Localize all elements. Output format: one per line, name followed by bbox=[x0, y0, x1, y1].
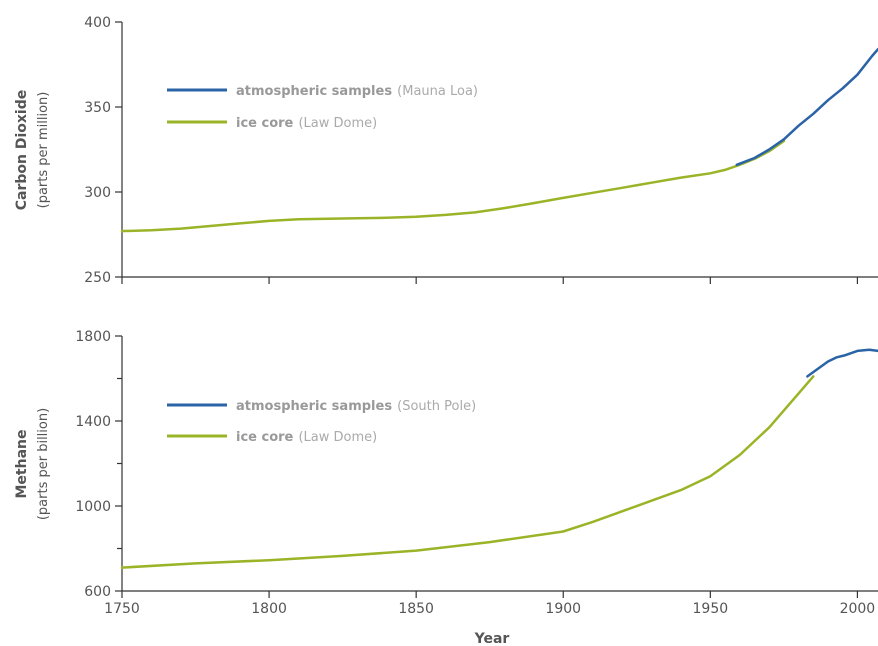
co2-y-tick-label: 350 bbox=[84, 100, 111, 116]
methane-legend-label-ice-core: ice core (Law Dome) bbox=[236, 426, 377, 445]
co2-legend: atmospheric samples (Mauna Loa) ice core… bbox=[167, 80, 478, 131]
co2-legend-label-ice-core: ice core (Law Dome) bbox=[236, 112, 377, 131]
methane-y-tick-label: 1400 bbox=[75, 414, 111, 430]
methane-y-tick-label: 600 bbox=[84, 584, 111, 600]
methane-series-ice-core-law-dome bbox=[120, 375, 815, 569]
methane-legend-label-atmospheric: atmospheric samples (South Pole) bbox=[236, 395, 476, 414]
co2-ylabel: Carbon Dioxide bbox=[14, 90, 30, 211]
co2-x-axis bbox=[121, 276, 878, 284]
x-tick-label: 1950 bbox=[693, 601, 729, 617]
methane-y-axis: 600 1000 1400 1800 bbox=[75, 329, 123, 600]
methane-legend: atmospheric samples (South Pole) ice cor… bbox=[167, 395, 476, 445]
methane-panel: Methane (parts per billion) 600 1000 1400 1… bbox=[14, 329, 878, 646]
co2-y-tick-label: 400 bbox=[84, 15, 111, 31]
methane-ylabel: Methane bbox=[14, 430, 30, 499]
co2-y-axis: 250 300 350 400 bbox=[84, 15, 123, 286]
methane-ylabel-unit: (parts per billion) bbox=[36, 408, 51, 520]
methane-series-atmospheric-samples-south-pole bbox=[806, 348, 878, 378]
co2-y-tick-label: 250 bbox=[84, 270, 111, 286]
methane-x-axis: 1750 1800 1850 1900 1950 2000 bbox=[104, 590, 878, 617]
x-tick-label: 1850 bbox=[398, 601, 434, 617]
x-axis-title: Year bbox=[474, 631, 510, 646]
co2-series-atmospheric-samples-mauna-loa bbox=[735, 47, 878, 167]
x-tick-label: 2000 bbox=[840, 601, 876, 617]
x-tick-label: 1900 bbox=[545, 601, 581, 617]
co2-series-ice-core-law-dome bbox=[120, 139, 786, 233]
co2-y-tick-label: 300 bbox=[84, 185, 111, 201]
co2-legend-label-atmospheric: atmospheric samples (Mauna Loa) bbox=[236, 80, 478, 99]
methane-y-tick-label: 1000 bbox=[75, 499, 111, 515]
co2-panel: Carbon Dioxide (parts per million) 250 30… bbox=[14, 15, 878, 286]
x-tick-label: 1750 bbox=[104, 601, 140, 617]
co2-ylabel-unit: (parts per million) bbox=[36, 92, 51, 209]
x-tick-label: 1800 bbox=[251, 601, 287, 617]
methane-plot-area bbox=[120, 348, 878, 569]
co2-plot-area bbox=[120, 47, 878, 233]
methane-y-tick-label: 1800 bbox=[75, 329, 111, 345]
